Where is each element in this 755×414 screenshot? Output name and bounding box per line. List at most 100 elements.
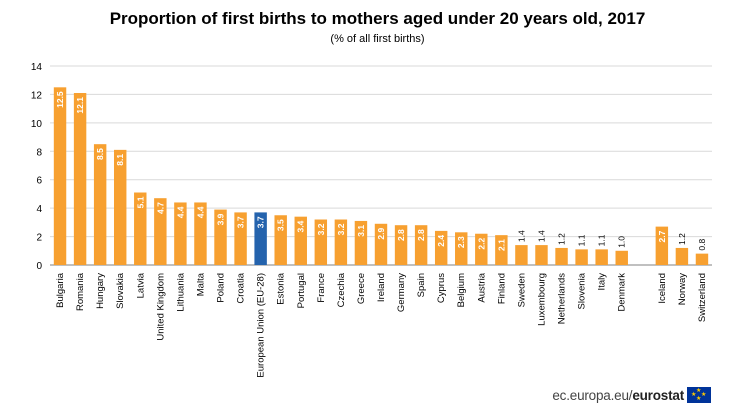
bar	[174, 202, 187, 265]
y-tick-label: 0	[36, 261, 42, 272]
y-tick-label: 10	[31, 119, 43, 130]
bar	[595, 249, 608, 265]
x-tick-label: Sweden	[516, 273, 527, 307]
x-tick-label: Lithuania	[175, 272, 186, 311]
data-label: 12.5	[55, 91, 65, 108]
x-tick-label: Latvia	[135, 272, 146, 298]
x-tick-label: Norway	[677, 273, 688, 305]
bar	[274, 215, 287, 265]
y-tick-label: 8	[36, 147, 42, 158]
bar	[113, 149, 127, 265]
y-tick-label: 14	[31, 62, 43, 73]
x-tick-label: Denmark	[617, 273, 628, 312]
bar	[414, 225, 428, 265]
source-brand: eurostat	[632, 387, 684, 403]
x-tick-label: Greece	[356, 273, 367, 304]
x-tick-label: United Kingdom	[155, 273, 166, 341]
bar	[374, 223, 388, 265]
x-tick-label: Switzerland	[697, 273, 708, 322]
data-label: 2.4	[436, 235, 446, 247]
y-tick-label: 6	[36, 176, 42, 187]
data-label: 1.1	[577, 234, 587, 246]
x-tick-label: Netherlands	[557, 273, 568, 324]
data-label: 8.1	[115, 154, 125, 166]
x-tick-label: Luxembourg	[536, 273, 547, 326]
data-label: 2.9	[376, 228, 386, 240]
footer: ec.europa.eu/eurostat ★ ★ ★ ★	[552, 386, 711, 404]
bar	[73, 93, 87, 265]
data-label: 3.1	[356, 225, 366, 237]
bar	[695, 253, 709, 265]
data-label: 2.7	[657, 230, 667, 242]
x-tick-label: Ireland	[376, 273, 387, 302]
data-label: 5.1	[135, 196, 145, 208]
y-tick-label: 4	[36, 204, 42, 215]
bar	[394, 225, 408, 265]
data-label: 2.1	[496, 239, 506, 251]
data-label: 3.9	[216, 213, 226, 225]
bar	[434, 230, 448, 265]
bar	[294, 216, 307, 265]
bar	[214, 209, 227, 265]
x-tick-label: France	[316, 273, 327, 303]
x-tick-label: European Union (EU-28)	[256, 273, 267, 378]
x-tick-label: Estonia	[276, 272, 287, 304]
bar	[154, 198, 167, 265]
bar	[555, 247, 568, 265]
x-tick-label: Croatia	[236, 272, 247, 303]
data-label: 1.4	[536, 230, 546, 242]
data-label: 4.4	[195, 206, 205, 218]
x-tick-label: Bulgaria	[55, 272, 66, 308]
x-tick-label: Belgium	[456, 273, 467, 307]
bar	[615, 250, 628, 265]
bar	[455, 232, 468, 265]
data-label: 3.4	[296, 220, 306, 232]
bar	[495, 235, 508, 265]
source-link[interactable]: ec.europa.eu/eurostat	[552, 388, 684, 403]
bar	[254, 212, 267, 265]
data-label: 3.2	[336, 223, 346, 235]
data-label: 12.1	[75, 97, 85, 114]
y-tick-label: 12	[31, 90, 43, 101]
bar	[134, 192, 147, 265]
bar	[515, 245, 528, 265]
source-site: ec.europa.eu/	[552, 387, 633, 403]
x-tick-label: Austria	[476, 272, 487, 302]
data-label: 4.7	[155, 202, 165, 214]
data-label: 4.4	[175, 206, 185, 218]
data-label: 2.2	[476, 237, 486, 249]
chart-title: Proportion of first births to mothers ag…	[109, 9, 646, 28]
x-tick-label: Finland	[496, 273, 507, 304]
data-label: 1.2	[677, 233, 687, 245]
x-tick-label: Portugal	[296, 273, 307, 308]
x-tick-label: Czechia	[336, 272, 347, 307]
x-tick-label: Cyprus	[436, 273, 447, 303]
bar	[234, 212, 247, 265]
data-label: 1.0	[617, 236, 627, 248]
x-tick-label: Malta	[195, 272, 206, 296]
x-tick-label: Slovenia	[577, 272, 588, 309]
bar	[354, 220, 368, 265]
x-tick-label: Iceland	[657, 273, 668, 304]
bar	[675, 247, 689, 265]
x-tick-label: Poland	[216, 273, 227, 303]
x-tick-label: Italy	[597, 273, 608, 291]
bar	[194, 202, 207, 265]
x-tick-label: Romania	[75, 272, 86, 311]
data-label: 1.2	[557, 233, 567, 245]
x-tick-label: Germany	[396, 273, 407, 312]
data-label: 3.2	[316, 223, 326, 235]
y-tick-label: 2	[36, 233, 42, 244]
bar	[475, 233, 488, 265]
data-label: 2.8	[416, 229, 426, 241]
data-label: 2.8	[396, 229, 406, 241]
chart-subtitle: (% of all first births)	[330, 33, 425, 45]
data-label: 0.8	[697, 239, 707, 251]
bar	[575, 249, 588, 265]
data-label: 1.4	[516, 230, 526, 242]
data-label: 2.3	[456, 236, 466, 248]
bar	[53, 87, 67, 265]
data-label: 3.5	[276, 219, 286, 231]
data-label: 3.7	[236, 216, 246, 228]
